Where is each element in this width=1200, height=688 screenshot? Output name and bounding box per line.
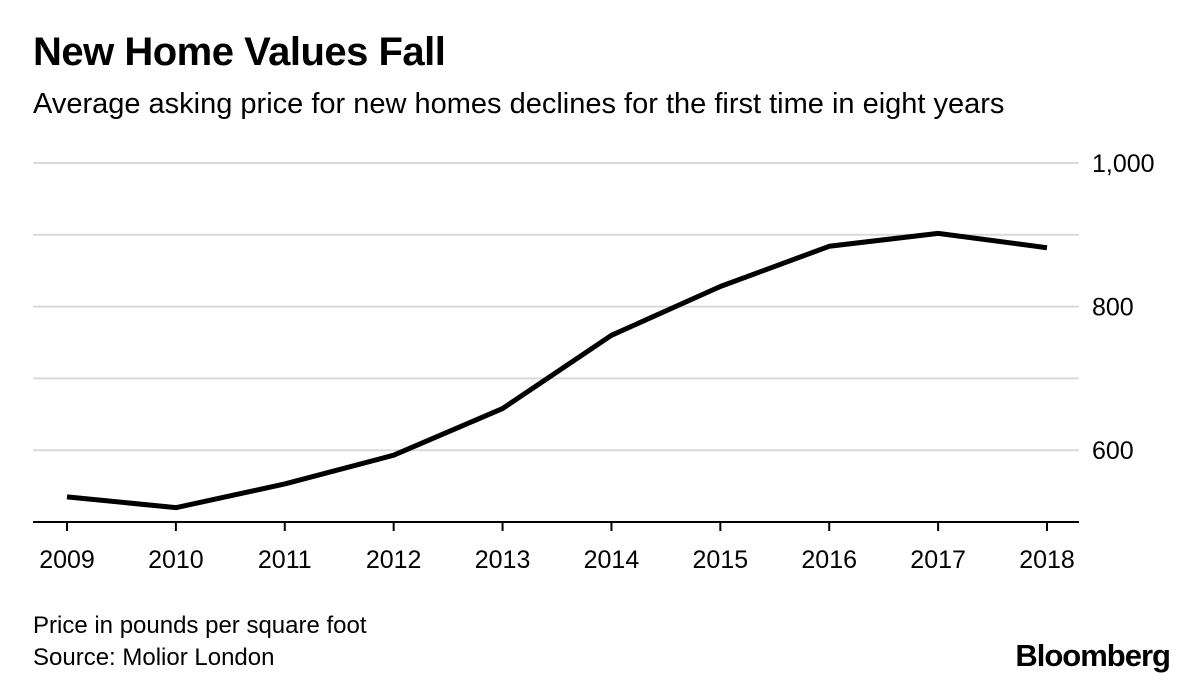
x-tick-label-2009: 2009 [39, 546, 95, 574]
series-line-0 [66, 230, 1048, 511]
chart-subtitle: Average asking price for new homes decli… [33, 88, 1005, 120]
y-tick-label-600: 600 [1092, 437, 1134, 465]
chart-title: New Home Values Fall [33, 30, 446, 74]
source-note: Source: Molior London [33, 644, 275, 671]
x-tick-label-2012: 2012 [366, 546, 422, 574]
series-layer [66, 230, 1048, 511]
x-tick-label-2017: 2017 [910, 546, 966, 574]
x-tick-label-2010: 2010 [148, 546, 204, 574]
x-axis-labels: 2009 2010 2011 2012 2013 2014 2015 2016 2017 2018 [39, 546, 1075, 574]
x-axis [33, 521, 1079, 531]
bloomberg-logo: Bloomberg [1015, 638, 1171, 673]
y-axis-labels: 600 800 1,000 [1092, 150, 1155, 465]
y-tick-label-1000: 1,000 [1092, 150, 1155, 178]
x-tick-label-2011: 2011 [258, 546, 312, 574]
unit-note: Price in pounds per square foot [33, 612, 367, 639]
x-tick-label-2014: 2014 [584, 546, 640, 574]
gridlines [33, 162, 1079, 452]
x-tick-label-2015: 2015 [693, 546, 749, 574]
y-tick-label-800: 800 [1092, 294, 1134, 322]
x-tick-label-2013: 2013 [475, 546, 531, 574]
x-tick-label-2018: 2018 [1019, 546, 1075, 574]
x-tick-label-2016: 2016 [801, 546, 857, 574]
